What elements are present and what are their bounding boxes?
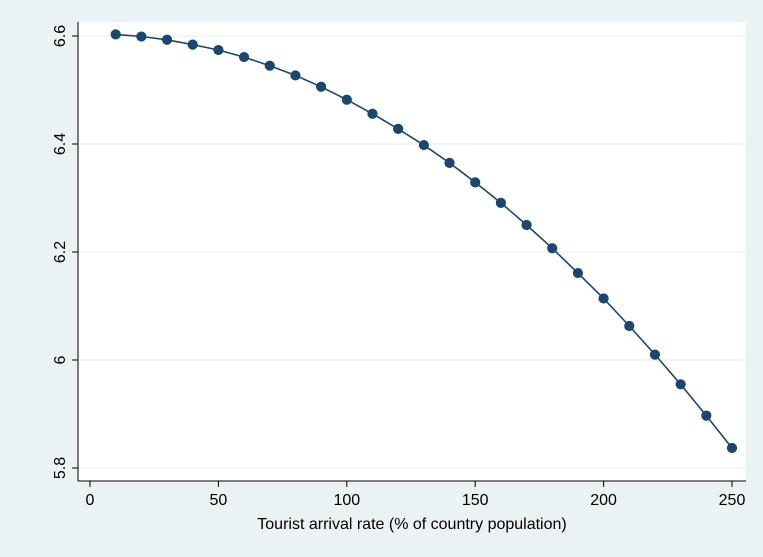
data-point — [726, 442, 738, 454]
x-tick-label: 50 — [210, 492, 228, 509]
data-point — [290, 70, 301, 81]
data-point — [187, 39, 198, 50]
data-point — [367, 108, 378, 119]
data-point — [161, 34, 173, 45]
data-point — [110, 29, 121, 40]
data-point — [238, 51, 250, 63]
data-point — [470, 177, 481, 188]
data-point — [649, 349, 661, 360]
data-point — [675, 379, 686, 390]
data-point — [495, 197, 506, 208]
x-tick-label: 0 — [86, 492, 95, 509]
y-tick-label: 6.4 — [52, 133, 69, 155]
data-point — [393, 123, 404, 134]
data-point — [547, 243, 558, 254]
data-point — [598, 293, 609, 304]
data-point — [444, 157, 455, 168]
data-point — [341, 94, 352, 105]
x-tick-label: 100 — [333, 492, 360, 509]
axes: 5.8 6 6.2 6.4 6.6 0 50 100 150 200 250 — [52, 22, 746, 509]
data-point — [213, 44, 224, 56]
data-point — [316, 81, 327, 92]
data-point — [701, 410, 712, 421]
data-point — [418, 139, 429, 151]
gridlines — [78, 35, 746, 469]
data-point — [521, 219, 532, 231]
data-point — [136, 31, 147, 42]
series-group — [110, 29, 738, 454]
y-tick-label: 5.8 — [52, 457, 69, 479]
x-axis-title: Tourist arrival rate (% of country popul… — [257, 516, 566, 533]
x-tick-label: 250 — [719, 492, 746, 509]
y-tick-label: 6 — [52, 355, 69, 364]
data-point — [624, 320, 635, 332]
x-tick-label: 150 — [462, 492, 489, 509]
x-tick-label: 200 — [590, 492, 617, 509]
data-point — [572, 267, 584, 279]
y-tick-label: 6.2 — [52, 241, 69, 263]
data-point — [264, 60, 275, 71]
y-tick-label: 6.6 — [52, 25, 69, 47]
